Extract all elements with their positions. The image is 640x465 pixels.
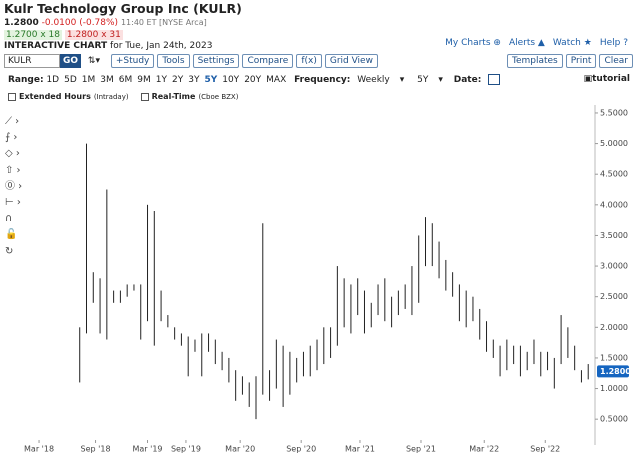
tool-icon[interactable]: ↻: [5, 245, 14, 257]
x-tick-label: Mar '19: [133, 445, 163, 454]
tool-icon[interactable]: ∩: [5, 213, 13, 225]
header-link[interactable]: Alerts: [508, 38, 536, 48]
range-option[interactable]: 2Y: [171, 75, 184, 85]
range-option[interactable]: 1D: [46, 75, 60, 85]
y-tick-label: 1.0000: [600, 384, 628, 393]
x-tick-label: Sep '22: [530, 445, 560, 454]
y-tick-label: 4.5000: [600, 170, 628, 179]
tutorial-link[interactable]: ▣tutorial: [583, 74, 630, 84]
last-price-box: [597, 365, 629, 378]
tool-button[interactable]: f(x): [296, 54, 322, 68]
y-tick-label: 0.5000: [600, 415, 628, 424]
links: My Charts ⊕ Alerts ▲ Watch ★ Help ?: [437, 38, 628, 48]
symbol-input[interactable]: KULR: [4, 54, 60, 68]
option[interactable]: Extended Hours (Intraday): [8, 92, 129, 101]
y-tick-label: 2.0000: [600, 323, 628, 332]
chart-date: for Tue, Jan 24th, 2023: [110, 41, 213, 51]
range-option[interactable]: MAX: [266, 75, 287, 85]
link-icon: ⊕: [490, 38, 501, 48]
header-link[interactable]: Help: [599, 38, 621, 48]
last-price-label: 1.2800: [600, 367, 631, 376]
range-option[interactable]: 3Y: [188, 75, 200, 85]
x-tick-label: Mar '18: [24, 445, 54, 454]
x-tick-label: Sep '21: [406, 445, 436, 454]
x-tick-label: Sep '19: [171, 445, 201, 454]
change: -0.0100 (-0.78%): [41, 18, 119, 28]
chart-label: INTERACTIVE CHART: [4, 41, 108, 51]
tool-icon[interactable]: ⨍ ›: [5, 132, 18, 144]
tool-button[interactable]: Print: [565, 54, 597, 68]
range-option[interactable]: 5D: [64, 75, 77, 85]
bid-ask: 1.2700 x 18 1.2800 x 31: [4, 30, 123, 40]
y-tick-label: 5.5000: [600, 108, 628, 117]
x-tick-label: Sep '18: [81, 445, 111, 454]
tool-icon[interactable]: ⇧ ›: [5, 164, 21, 176]
option-note: (Cboe BZX): [198, 93, 239, 101]
option[interactable]: Real-Time (Cboe BZX): [140, 92, 239, 101]
tool-button[interactable]: Templates: [506, 54, 563, 68]
tool-icon[interactable]: ⊢ ›: [5, 197, 21, 209]
link-icon: ?: [620, 38, 628, 48]
y-tick-label: 1.5000: [600, 353, 628, 362]
range-option[interactable]: 6M: [118, 75, 133, 85]
x-tick-label: Mar '21: [345, 445, 375, 454]
x-tick-label: Mar '22: [469, 445, 499, 454]
option-note: (Intraday): [93, 93, 129, 101]
tutorial: tutorial: [592, 74, 630, 84]
range-option[interactable]: 9M: [137, 75, 151, 85]
chart-heading: INTERACTIVE CHART for Tue, Jan 24th, 202…: [4, 41, 212, 51]
tool-button[interactable]: Clear: [599, 54, 633, 68]
draw-icon[interactable]: ⇅▾: [87, 56, 100, 66]
x-tick-label: Sep '20: [286, 445, 316, 454]
y-tick-label: 3.5000: [600, 231, 628, 240]
range-option[interactable]: 1M: [81, 75, 96, 85]
y-tick-label: 2.5000: [600, 292, 628, 301]
frequency-label: Frequency:: [294, 75, 351, 85]
tool-icon[interactable]: ◇ ›: [5, 148, 20, 160]
tool-icon[interactable]: 🔓: [5, 229, 18, 241]
range-option[interactable]: 5Y: [204, 75, 218, 85]
go-button[interactable]: GO: [60, 54, 82, 68]
tool-button[interactable]: Settings: [192, 54, 240, 68]
range-option[interactable]: 20Y: [244, 75, 262, 85]
time: 11:40 ET [NYSE Arca]: [120, 18, 207, 27]
header-link[interactable]: Watch: [552, 38, 581, 48]
checkbox[interactable]: [140, 92, 149, 101]
range-option[interactable]: 1Y: [155, 75, 167, 85]
y-tick-label: 4.0000: [600, 200, 628, 209]
calendar[interactable]: [488, 74, 501, 85]
range-label: Range:: [8, 75, 44, 85]
toolbar: KULR GO ⇅▾ +Study Tools Settings Compare f(x)…: [4, 54, 636, 68]
price: 1.2800: [4, 18, 39, 28]
y-tick-label: 3.0000: [600, 262, 628, 271]
tool-button[interactable]: Compare: [242, 54, 294, 68]
option-label: Extended Hours: [19, 92, 91, 101]
x-tick-label: Mar '20: [225, 445, 255, 454]
checkbox[interactable]: [8, 92, 16, 101]
y-tick-label: 5.0000: [600, 139, 628, 148]
tool-icon[interactable]: ⟋ ›: [5, 116, 20, 127]
title: Kulr Technology Group Inc (KULR): [4, 1, 242, 16]
tool-icons: ⟋ › ⨍ › ◇ › ⇧ › ⓪ › ⊢ › ∩ 🔓 ↻: [5, 114, 22, 260]
header-link[interactable]: My Charts: [445, 38, 491, 48]
options: Extended Hours (Intraday) Real-Time (Cboe B…: [8, 92, 250, 101]
range-option[interactable]: 10Y: [222, 75, 240, 85]
bid: 1.2700 x 18: [4, 30, 62, 40]
tool-button[interactable]: Tools: [157, 54, 190, 68]
range-row: Range: 1D 5D 1M 3M 6M 9M 1Y 2Y 3Y 5Y 10Y 20Y MAX Fre…: [8, 74, 630, 85]
frequency[interactable]: Weekly: [357, 75, 390, 85]
ask: 1.2800 x 31: [64, 30, 123, 40]
link-icon: ▲: [535, 38, 545, 48]
period[interactable]: 5Y: [417, 75, 429, 85]
date-label: Date:: [453, 75, 482, 85]
tool-icon[interactable]: ⓪ ›: [5, 180, 23, 192]
tool-button[interactable]: Grid View: [324, 54, 378, 68]
tool-button[interactable]: +Study: [110, 54, 155, 68]
option-label: Real-Time: [151, 92, 196, 101]
range-option[interactable]: 3M: [100, 75, 114, 85]
quote-line: 1.2800 -0.0100 (-0.78%) 11:40 ET [NYSE A…: [4, 18, 207, 28]
link-icon: ★: [580, 38, 592, 48]
